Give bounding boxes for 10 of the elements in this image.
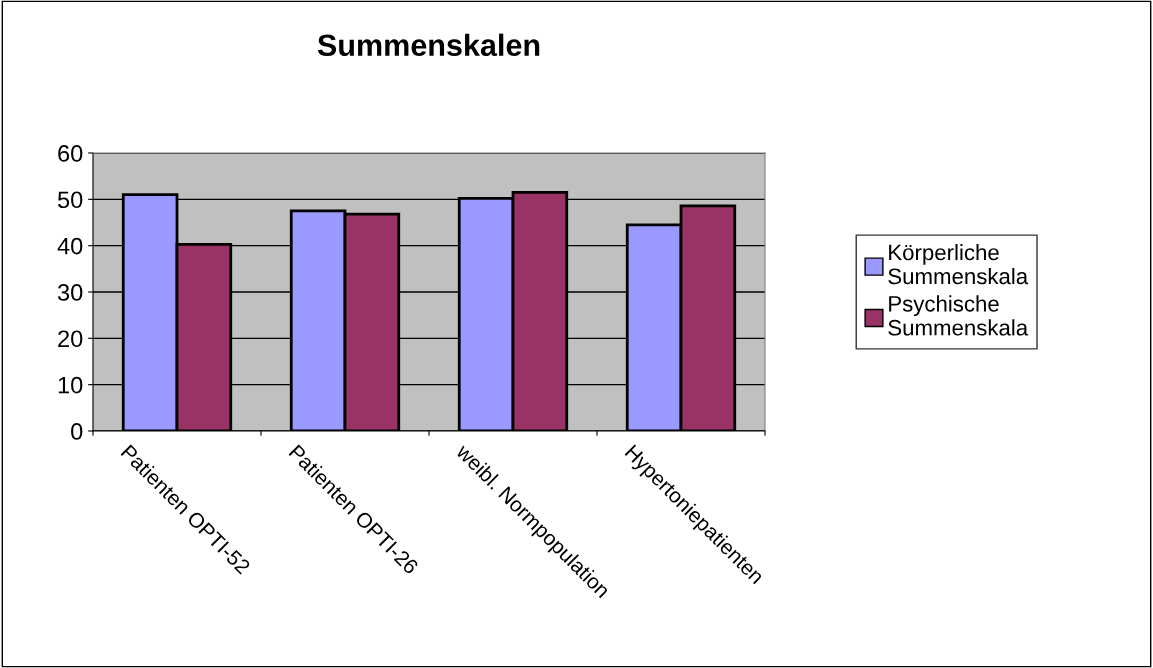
y-tick-label: 60 xyxy=(58,145,83,162)
y-tick-label: 10 xyxy=(58,376,83,394)
chart-title: Summenskalen xyxy=(317,33,540,57)
y-tick-label: 40 xyxy=(57,237,83,255)
y-tick-label: 50 xyxy=(57,191,83,209)
legend-label: Psychische Summenskala xyxy=(888,295,1029,336)
y-tick-label: 30 xyxy=(57,284,83,301)
y-tick-label: 0 xyxy=(71,423,83,440)
legend-label: Körperliche Summenskala xyxy=(888,244,1029,285)
y-tick-label: 20 xyxy=(58,330,83,348)
